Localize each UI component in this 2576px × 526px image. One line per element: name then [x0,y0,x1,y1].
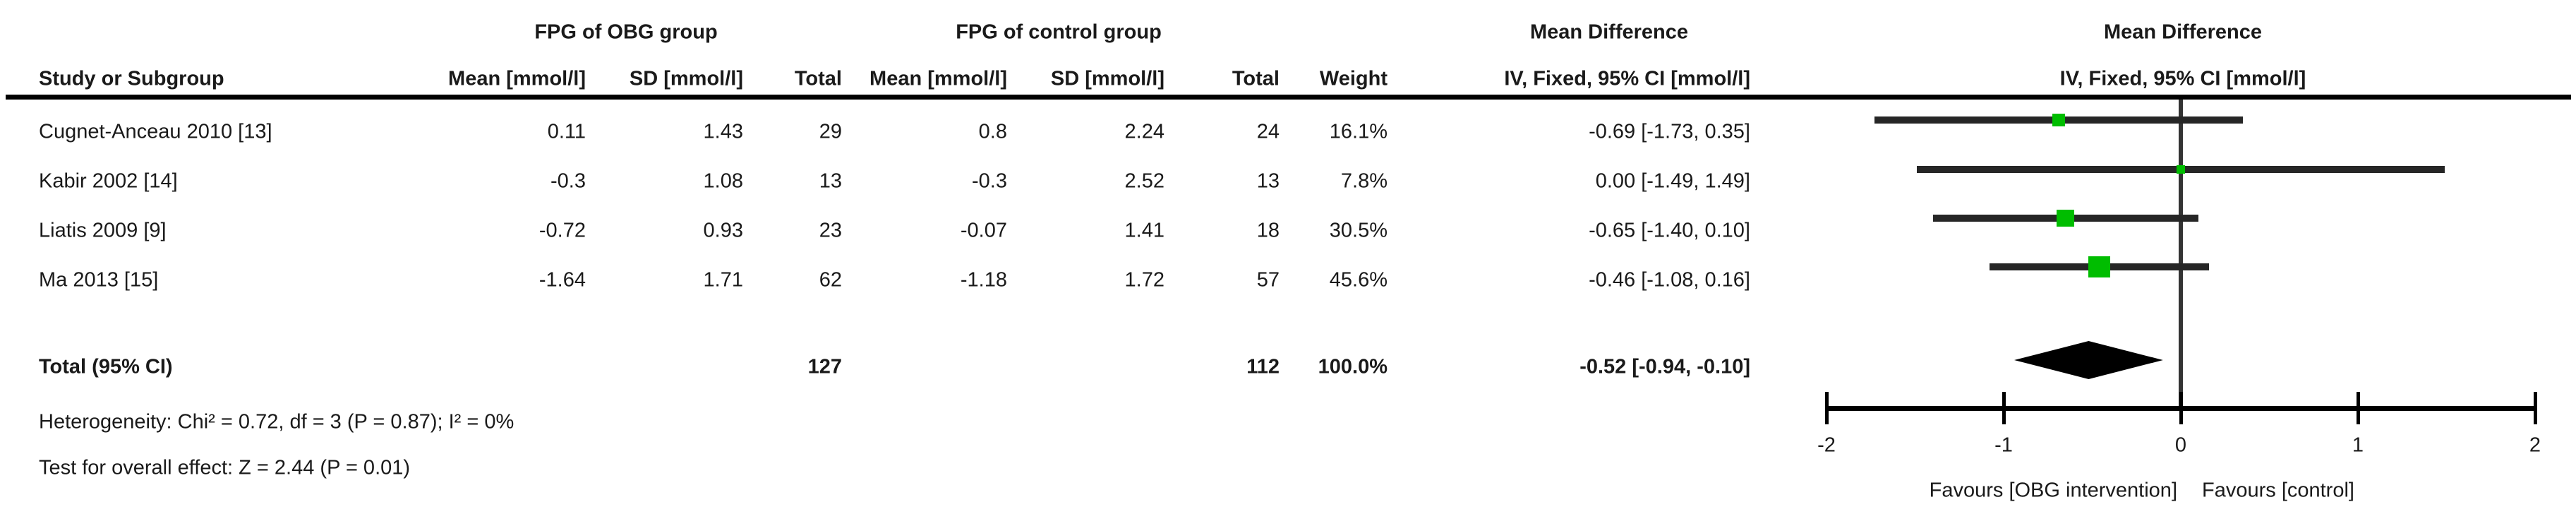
axis-tick [2356,392,2360,424]
tick-label: 2 [2529,434,2541,457]
header-mean-difference-text: Mean Difference [1529,20,1689,44]
tick-label: -1 [1994,434,2013,457]
col-header-total-obg: Total [794,67,842,90]
col-header-mean-obg: Mean [mmol/l] [448,67,586,90]
row-2-study: Liatis 2009 [9] [39,219,167,242]
row-1-study: Kabir 2002 [14] [39,169,178,193]
row-2-total2: 18 [1256,219,1280,242]
header-mean-difference-plot: Mean Difference [2103,20,2263,44]
row-3-mean1: -1.64 [538,268,586,292]
row-0-total2: 24 [1256,120,1280,143]
row-3-total2: 57 [1256,268,1280,292]
row-2-weight: 30.5% [1329,219,1388,242]
heterogeneity-note: Heterogeneity: Chi² = 0.72, df = 3 (P = … [39,410,514,434]
col-header-total-ctrl: Total [1232,67,1280,90]
row-0-sd2: 2.24 [1124,120,1164,143]
row-0-mean2: 0.8 [978,120,1007,143]
favours-left-label: Favours [OBG intervention] [1929,479,2177,502]
row-3-sd2: 1.72 [1124,268,1164,292]
effect-square [2176,165,2186,174]
total-row-weight: 100.0% [1318,355,1388,378]
row-1-mean1: -0.3 [550,169,586,193]
total-row-ci: -0.52 [-0.94, -0.10] [1579,355,1750,378]
row-1-ci: 0.00 [-1.49, 1.49] [1595,169,1750,193]
row-0-ci: -0.69 [-1.73, 0.35] [1589,120,1750,143]
tick-label: 0 [2174,434,2187,457]
group-header-control: FPG of control group [956,20,1162,44]
col-header-ci-text: IV, Fixed, 95% CI [mmol/l] [1504,67,1750,90]
group-header-obg: FPG of OBG group [534,20,718,44]
col-header-sd-ctrl: SD [mmol/l] [1050,67,1164,90]
row-0-weight: 16.1% [1329,120,1388,143]
effect-square [2057,209,2075,227]
tick-label: 1 [2352,434,2364,457]
effect-square [2052,113,2065,127]
row-3-ci: -0.46 [-1.08, 0.16] [1589,268,1750,292]
row-1-mean2: -0.3 [972,169,1007,193]
row-3-mean2: -1.18 [960,268,1007,292]
row-1-total1: 13 [819,169,842,193]
axis-tick [2002,392,2006,424]
col-header-sd-obg: SD [mmol/l] [629,67,743,90]
row-2-mean1: -0.72 [538,219,586,242]
col-header-ci-plot: IV, Fixed, 95% CI [mmol/l] [2059,67,2306,90]
axis-tick [2533,392,2537,424]
row-1-total2: 13 [1256,169,1280,193]
tick-label: -2 [1817,434,1836,457]
row-1-sd2: 2.52 [1124,169,1164,193]
row-2-mean2: -0.07 [960,219,1007,242]
row-2-ci: -0.65 [-1.40, 0.10] [1589,219,1750,242]
effect-square [2088,256,2110,278]
col-header-weight: Weight [1319,67,1388,90]
row-0-mean1: 0.11 [547,120,586,143]
row-0-sd1: 1.43 [703,120,743,143]
row-1-sd1: 1.08 [703,169,743,193]
zero-line [2179,100,2183,411]
total-row-total-ctrl: 112 [1246,355,1280,378]
row-3-total1: 62 [819,268,842,292]
row-2-sd1: 0.93 [703,219,743,242]
col-header-mean-ctrl: Mean [mmol/l] [869,67,1007,90]
row-0-study: Cugnet-Anceau 2010 [13] [39,120,272,143]
favours-right-label: Favours [control] [2202,479,2354,502]
row-1-weight: 7.8% [1340,169,1388,193]
row-3-study: Ma 2013 [15] [39,268,159,292]
header-rule [6,95,2571,100]
row-3-sd1: 1.71 [703,268,743,292]
row-2-total1: 23 [819,219,842,242]
total-row-label: Total (95% CI) [39,355,173,378]
axis-tick [2179,392,2183,424]
col-header-study: Study or Subgroup [39,67,224,90]
row-0-total1: 29 [819,120,842,143]
row-3-weight: 45.6% [1329,268,1388,292]
pooled-diamond [2014,341,2163,379]
row-2-sd2: 1.41 [1124,219,1164,242]
axis-tick [1824,392,1829,424]
total-row-total-obg: 127 [807,355,842,378]
overall-effect-note: Test for overall effect: Z = 2.44 (P = 0… [39,456,411,479]
